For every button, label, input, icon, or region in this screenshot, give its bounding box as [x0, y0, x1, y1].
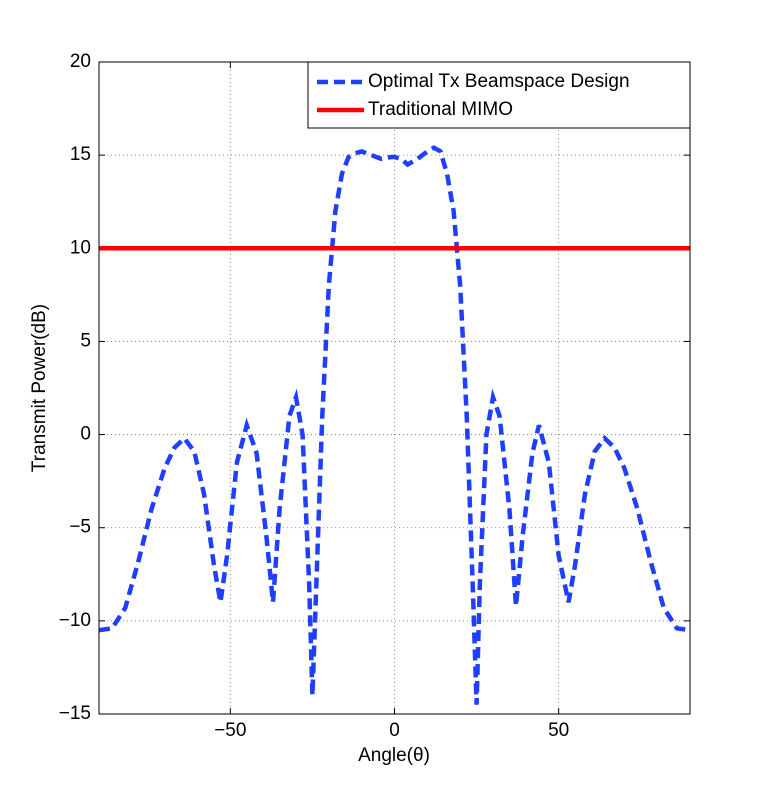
y-tick-label: 5: [80, 330, 91, 351]
y-tick-label: 15: [70, 144, 91, 165]
y-tick-label: −5: [69, 517, 91, 538]
x-tick-label: −50: [214, 720, 246, 741]
y-tick-label: 10: [70, 237, 91, 258]
x-axis-label: Angle(θ): [358, 745, 430, 766]
y-axis-label: Transmit Power(dB): [29, 304, 50, 472]
x-tick-label: 0: [389, 720, 400, 741]
legend-label: Traditional MIMO: [368, 99, 513, 120]
series-line: [98, 145, 691, 705]
legend-label: Optimal Tx Beamspace Design: [368, 71, 630, 92]
y-tick-label: 20: [70, 51, 91, 72]
y-tick-label: −10: [59, 610, 91, 631]
legend-box: [307, 61, 691, 129]
x-tick-label: 50: [548, 720, 569, 741]
plot-area: [99, 62, 690, 714]
y-tick-label: −15: [59, 703, 91, 724]
y-tick-label: 0: [80, 424, 91, 445]
